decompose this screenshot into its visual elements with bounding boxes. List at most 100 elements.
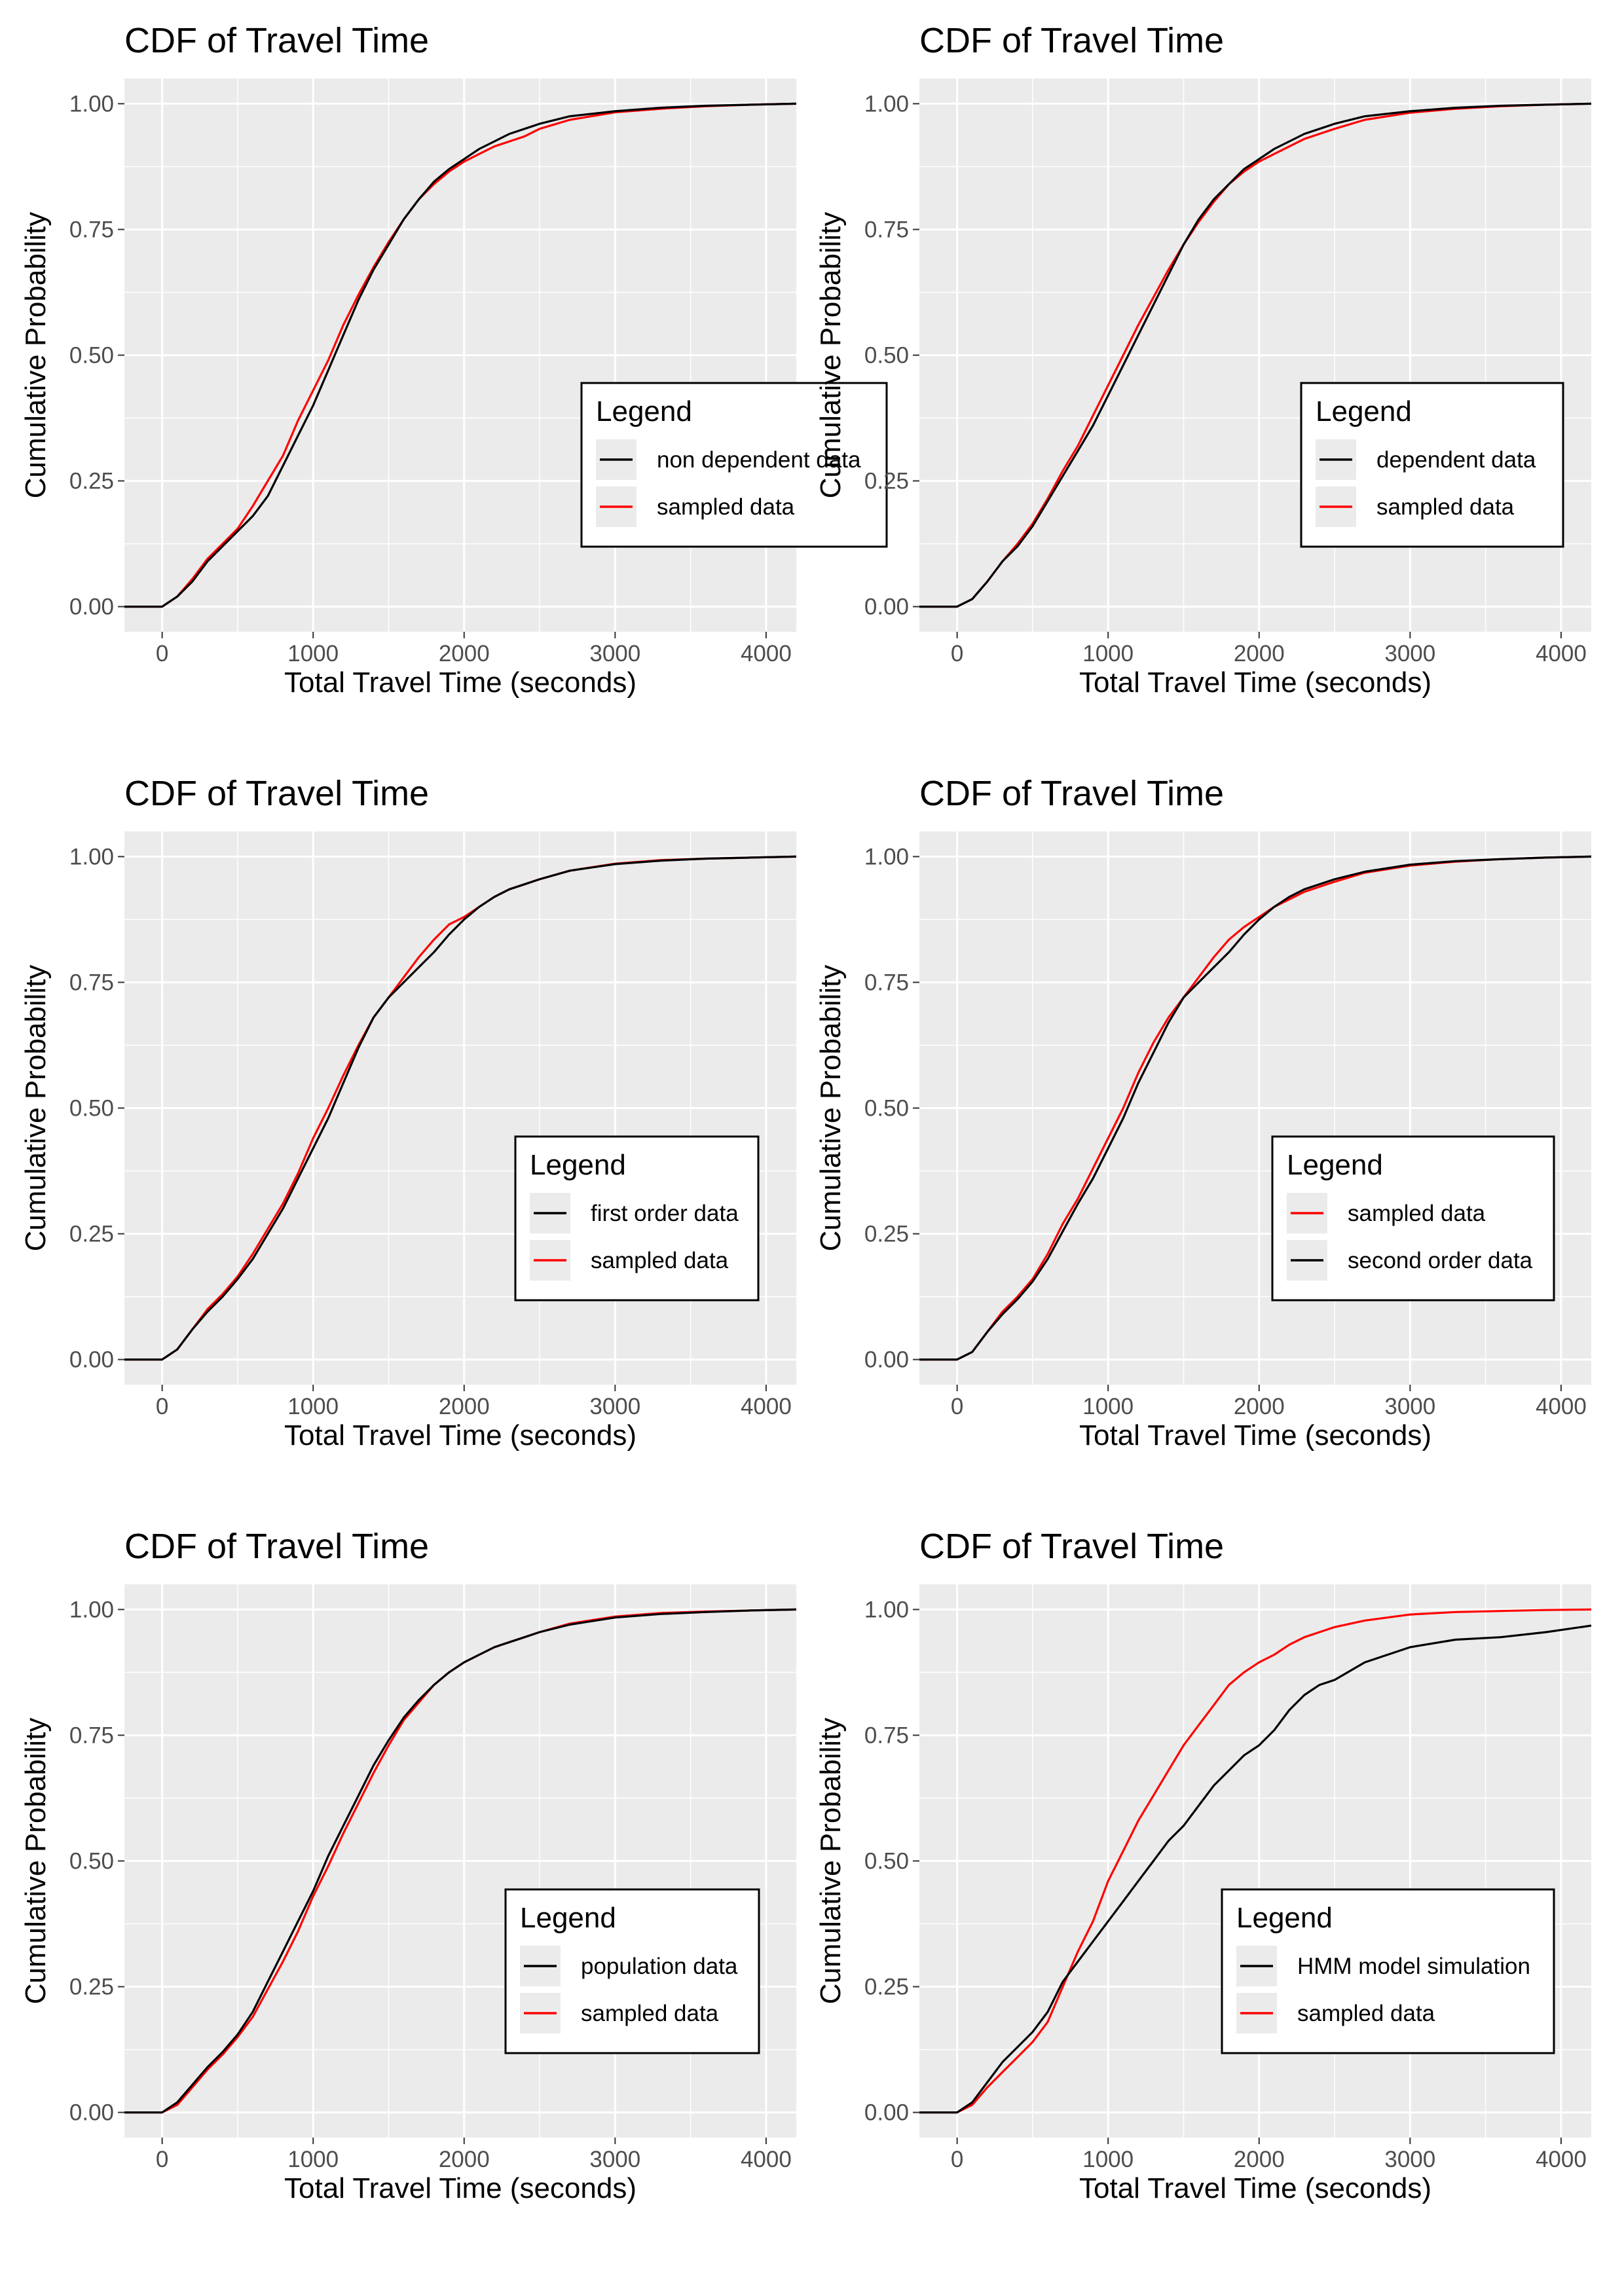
x-tick-label: 3000 [1384,641,1435,666]
y-tick-label: 1.00 [69,91,114,117]
legend-label: dependent data [1376,447,1536,473]
x-tick-label: 2000 [439,2147,490,2172]
y-axis-title: Cumulative Probability [815,212,847,499]
x-axis-title: Total Travel Time (seconds) [1079,1419,1431,1451]
y-tick-label: 0.00 [864,594,909,620]
legend-title: Legend [530,1149,626,1181]
y-tick-label: 1.00 [864,91,909,117]
y-tick-label: 0.50 [864,1849,909,1874]
x-tick-label: 1000 [287,2147,339,2172]
legend-label: first order data [591,1201,739,1226]
chart-panel-2: 0 1000 2000 3000 4000 0.00 0.25 0.50 0.75 1.00 CDF… [815,21,1591,699]
y-tick-label: 0.00 [69,1347,114,1373]
panels-container: 0 1000 2000 3000 4000 0.00 0.25 0.50 0.75 1.00 CDF… [20,21,1591,2204]
y-tick-label: 0.00 [864,2100,909,2126]
legend: Legend first order data sampled data [514,1135,760,1302]
x-tick-label: 2000 [1234,1394,1285,1419]
x-axis-title: Total Travel Time (seconds) [1079,666,1431,699]
y-tick-label: 0.75 [69,1722,114,1748]
y-tick-label: 0.25 [864,1975,909,2000]
x-tick-label: 0 [156,2147,168,2172]
x-tick-label: 4000 [741,1394,792,1419]
x-tick-label: 4000 [1536,641,1587,666]
x-tick-label: 2000 [1234,2147,1285,2172]
legend-label: population data [581,1954,738,1979]
series-line-0 [919,1624,1591,2114]
chart-title: CDF of Travel Time [919,774,1224,813]
legend: Legend HMM model simulation sampled data [1221,1888,1555,2054]
x-tick-label: 1000 [287,1394,339,1419]
x-axis-title: Total Travel Time (seconds) [284,666,637,699]
y-tick-label: 0.00 [69,2100,114,2126]
legend-title: Legend [596,395,692,428]
x-axis-title: Total Travel Time (seconds) [284,1419,637,1451]
chart-title: CDF of Travel Time [124,1527,429,1566]
x-tick-label: 2000 [1234,641,1285,666]
y-tick-label: 0.00 [69,594,114,620]
y-tick-label: 0.75 [864,217,909,242]
legend: Legend non dependent data sampled data [580,382,888,548]
x-tick-label: 4000 [741,641,792,666]
y-tick-label: 1.00 [69,1597,114,1622]
legend: Legend dependent data sampled data [1300,382,1564,548]
legend: Legend sampled data second order data [1271,1135,1555,1302]
x-tick-label: 0 [156,1394,168,1419]
chart-panel-6: 0 1000 2000 3000 4000 0.00 0.25 0.50 0.75 1.00 CDF… [815,1527,1591,2204]
legend-label: sampled data [1297,2001,1435,2026]
x-tick-label: 1000 [287,641,339,666]
y-tick-label: 0.75 [864,970,909,995]
legend-label: second order data [1348,1248,1533,1273]
legend-title: Legend [520,1902,616,1934]
x-tick-label: 0 [951,1394,963,1419]
x-tick-label: 4000 [1536,1394,1587,1419]
x-tick-label: 3000 [1384,2147,1435,2172]
legend-label: sampled data [1348,1201,1486,1226]
y-tick-label: 0.00 [864,1347,909,1373]
y-tick-label: 1.00 [69,844,114,869]
y-tick-label: 0.25 [864,469,909,494]
y-tick-label: 0.50 [69,343,114,369]
y-tick-label: 0.50 [69,1096,114,1121]
x-tick-label: 0 [951,641,963,666]
chart-panel-5: 0 1000 2000 3000 4000 0.00 0.25 0.50 0.75 1.00 CDF… [20,1527,796,2204]
x-tick-label: 4000 [1536,2147,1587,2172]
x-tick-label: 2000 [439,1394,490,1419]
y-tick-label: 0.50 [864,1096,909,1121]
x-tick-label: 1000 [1082,641,1134,666]
x-tick-label: 3000 [589,2147,640,2172]
chart-panel-4: 0 1000 2000 3000 4000 0.00 0.25 0.50 0.75 1.00 CDF… [815,774,1591,1451]
y-tick-label: 0.75 [69,217,114,242]
series-line-0 [919,102,1591,608]
x-tick-label: 3000 [589,641,640,666]
legend-label: sampled data [657,494,795,520]
legend-label: sampled data [591,1248,729,1273]
legend-box [1221,1888,1555,2054]
y-tick-label: 0.75 [69,970,114,995]
y-axis-title: Cumulative Probability [20,212,52,499]
series-line-1 [919,1608,1591,2114]
series-line-1 [124,102,796,608]
chart-title: CDF of Travel Time [919,1527,1224,1566]
y-tick-label: 1.00 [864,1597,909,1622]
series-line-0 [124,102,796,608]
x-tick-label: 2000 [439,641,490,666]
x-tick-label: 3000 [589,1394,640,1419]
x-tick-label: 3000 [1384,1394,1435,1419]
y-axis-title: Cumulative Probability [815,1718,847,2005]
y-axis-title: Cumulative Probability [20,965,52,1252]
x-tick-label: 4000 [741,2147,792,2172]
series-line-0 [124,855,796,1361]
chart-title: CDF of Travel Time [919,21,1224,60]
legend-label: HMM model simulation [1297,1954,1530,1979]
legend-title: Legend [1316,395,1412,428]
x-axis-title: Total Travel Time (seconds) [284,2172,637,2204]
y-tick-label: 0.75 [864,1722,909,1748]
y-tick-label: 0.50 [864,343,909,369]
x-tick-label: 1000 [1082,2147,1134,2172]
chart-title: CDF of Travel Time [124,21,429,60]
y-tick-label: 0.25 [69,469,114,494]
y-tick-label: 0.25 [69,1975,114,2000]
x-tick-label: 1000 [1082,1394,1134,1419]
y-tick-label: 0.25 [864,1222,909,1247]
